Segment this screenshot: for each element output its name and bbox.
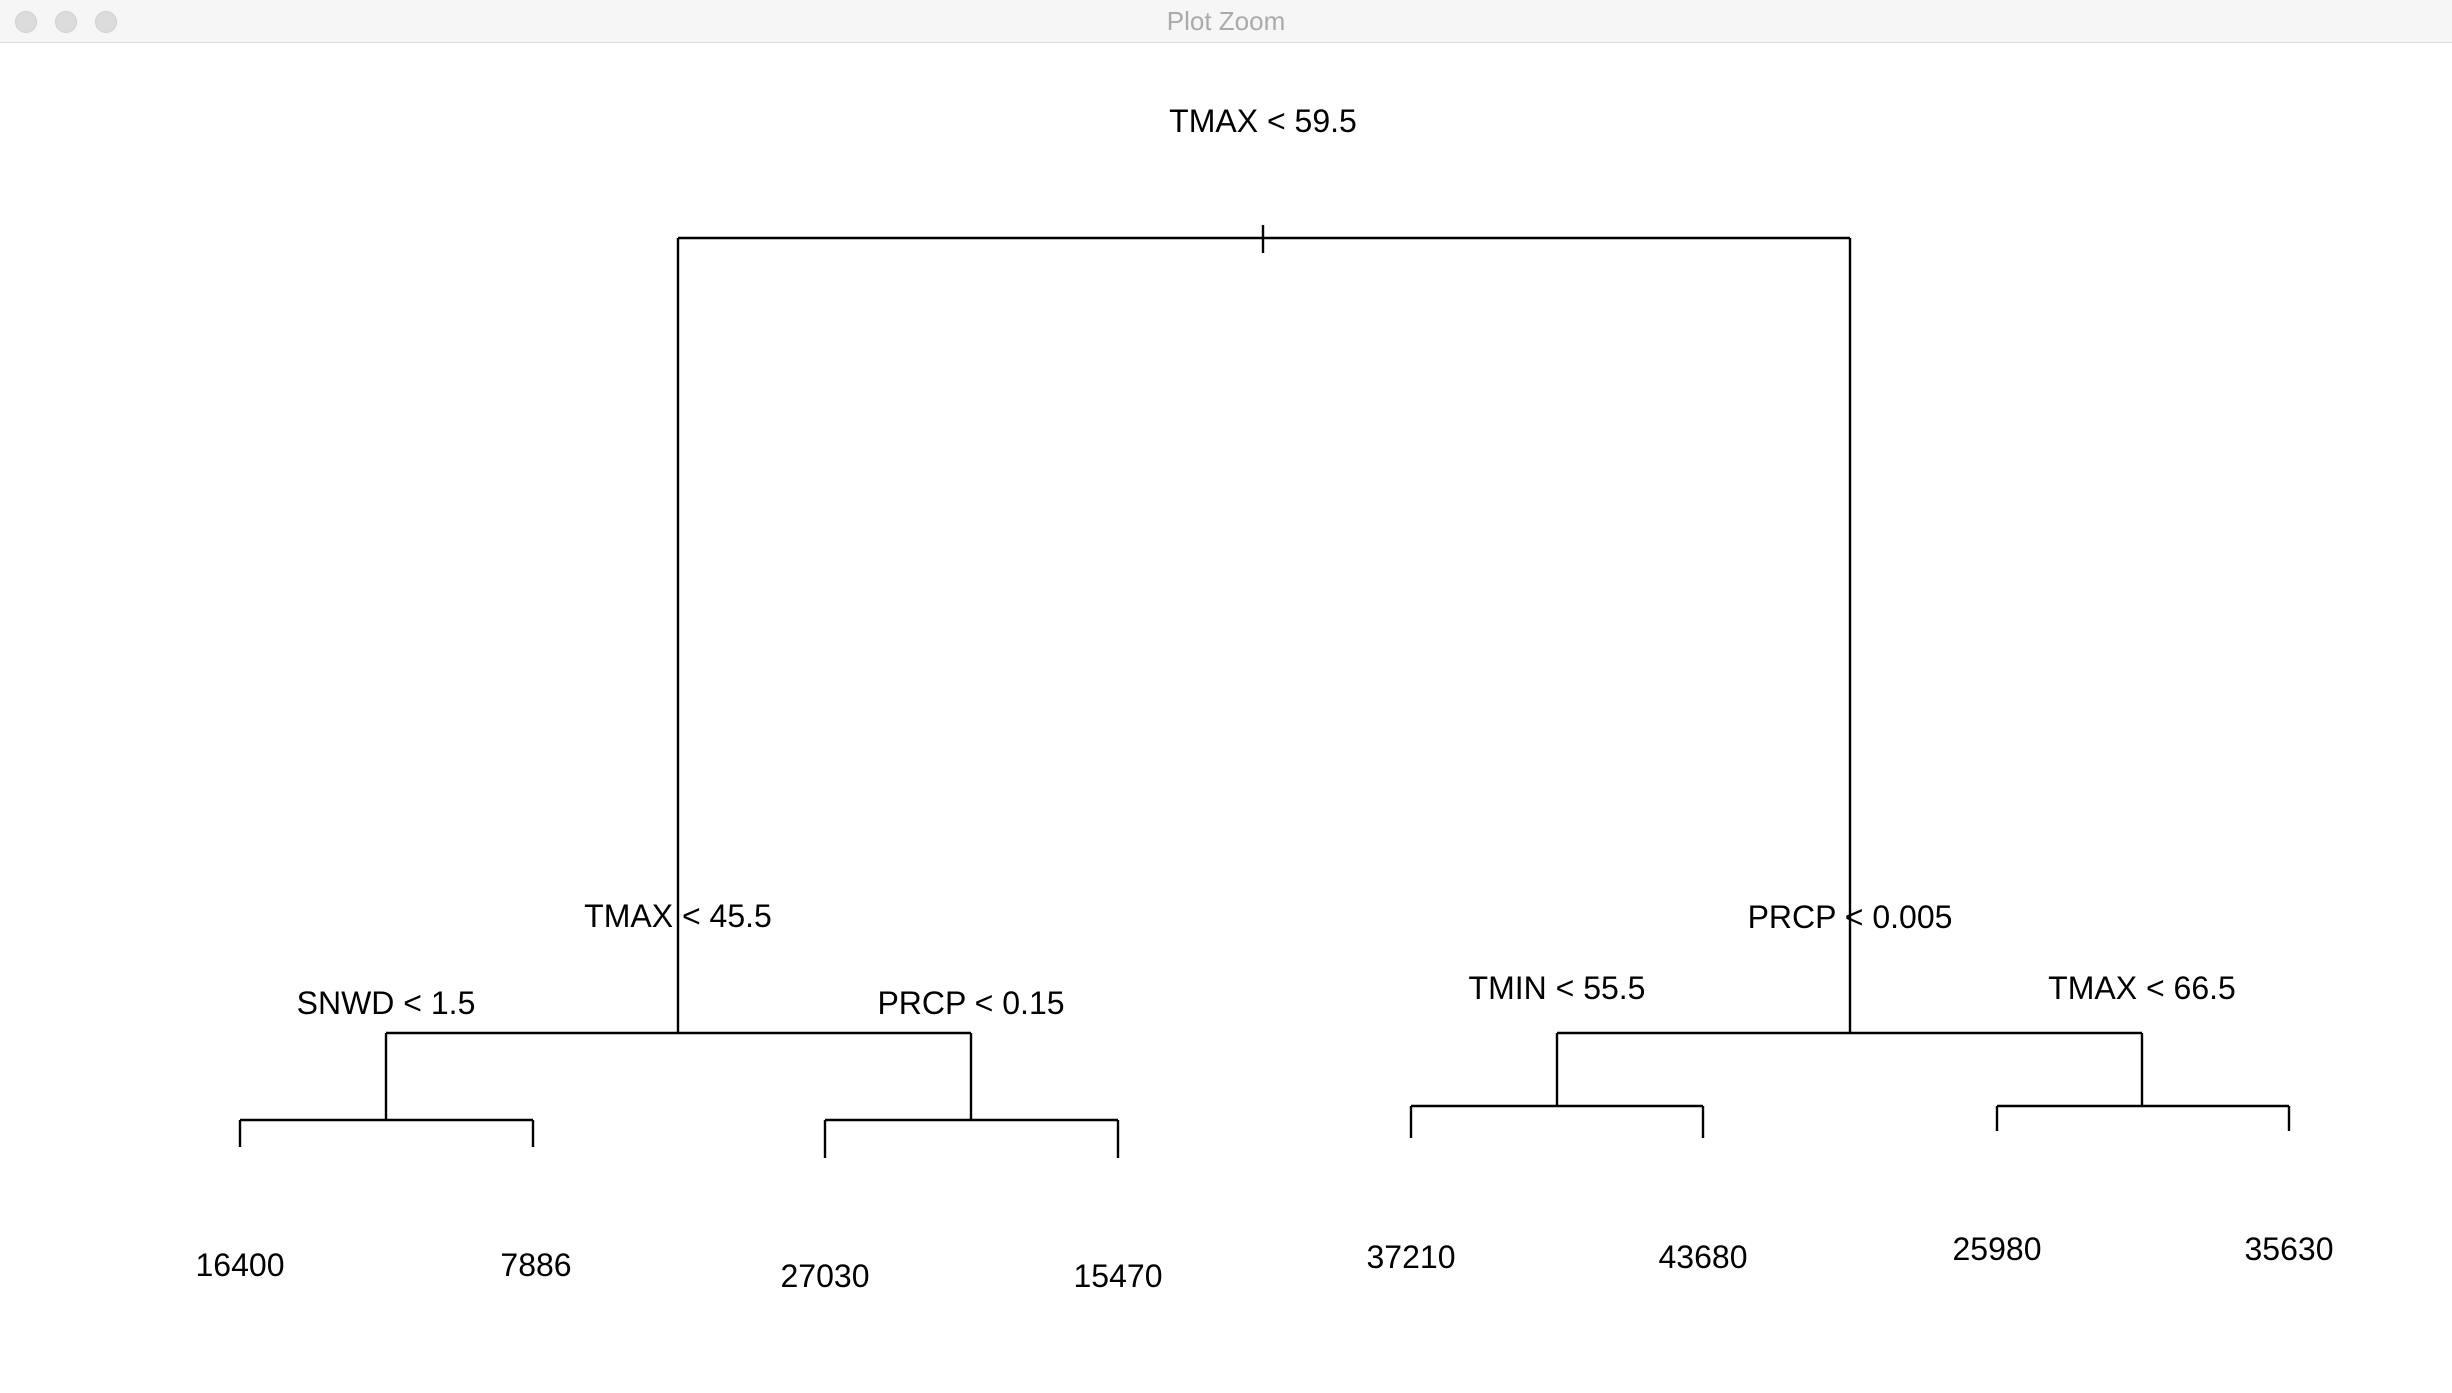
split-label-snwd: SNWD < 1.5 <box>297 985 476 1021</box>
leaf-value: 25980 <box>1953 1231 2042 1267</box>
plot-area: TMAX < 59.5 TMAX < 45.5 PRCP < 0.005 SNW… <box>0 43 2452 1388</box>
minimize-window-button[interactable] <box>55 11 77 33</box>
leaf-value: 35630 <box>2245 1231 2334 1267</box>
split-label-prcp-015: PRCP < 0.15 <box>877 985 1064 1021</box>
titlebar: Plot Zoom <box>0 0 2452 43</box>
leaf-value: 43680 <box>1659 1239 1748 1275</box>
leaf-value: 15470 <box>1074 1258 1163 1294</box>
split-label-right: PRCP < 0.005 <box>1748 899 1953 935</box>
leaf-value: 27030 <box>781 1258 870 1294</box>
leaf-value: 37210 <box>1367 1239 1456 1275</box>
split-label-left: TMAX < 45.5 <box>584 898 772 934</box>
split-label-tmax-665: TMAX < 66.5 <box>2048 970 2236 1006</box>
leaf-value: 16400 <box>196 1247 285 1283</box>
window-title: Plot Zoom <box>1166 6 1286 36</box>
split-label-tmin: TMIN < 55.5 <box>1469 970 1646 1006</box>
split-label-root: TMAX < 59.5 <box>1169 103 1357 139</box>
close-window-button[interactable] <box>15 11 37 33</box>
regression-tree-diagram: TMAX < 59.5 TMAX < 45.5 PRCP < 0.005 SNW… <box>196 103 2334 1294</box>
leaf-value: 7886 <box>500 1247 571 1283</box>
zoom-window-button[interactable] <box>95 11 117 33</box>
